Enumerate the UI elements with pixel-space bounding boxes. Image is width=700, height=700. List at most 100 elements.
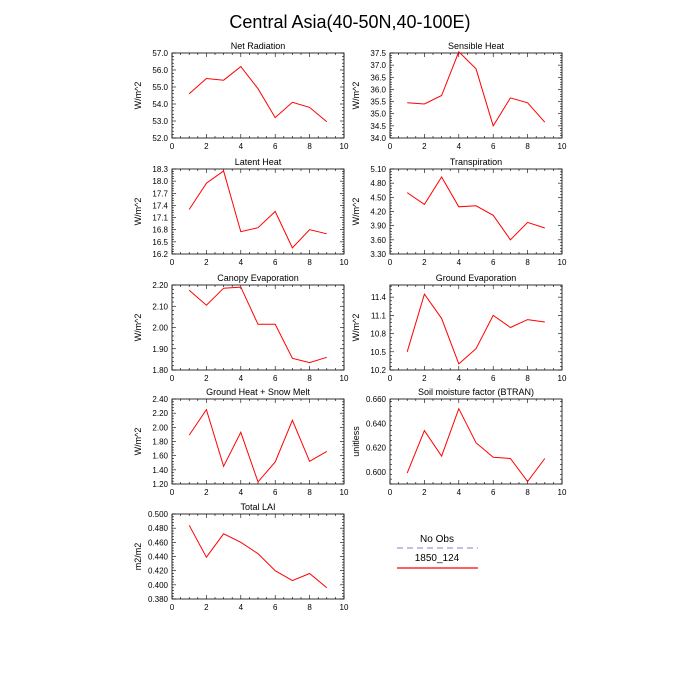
y-tick-label: 17.1: [152, 214, 168, 223]
panel-transpiration: Transpiration 0 2 4 6 8 10 3.30 3.60 3.90 4.20 4.50…: [351, 157, 567, 267]
x-tick-label: 0: [388, 374, 393, 383]
x-tick-label: 2: [204, 374, 209, 383]
legend-label-1850-124: 1850_124: [415, 553, 460, 564]
y-tick-label: 0.440: [148, 553, 169, 562]
y-tick-label: 2.20: [152, 409, 168, 418]
x-tick-label: 0: [170, 142, 175, 151]
y-tick-label: 16.8: [152, 226, 168, 235]
y-tick-label: 1.80: [152, 366, 168, 375]
x-tick-label: 4: [457, 374, 462, 383]
x-tick-label: 8: [525, 258, 530, 267]
x-tick-label: 2: [204, 603, 209, 612]
x-tick-label: 0: [388, 142, 393, 151]
y-tick-label: 4.80: [370, 179, 386, 188]
y-axis-label: unitless: [351, 426, 361, 457]
y-tick-label: 3.60: [370, 236, 386, 245]
plot-frame: [171, 52, 345, 139]
x-tick-label: 4: [457, 258, 462, 267]
y-tick-label: 1.60: [152, 452, 168, 461]
x-tick-label: 4: [239, 374, 244, 383]
plot-frame: [171, 398, 345, 485]
y-tick-label: 16.5: [152, 238, 168, 247]
panel-title: Ground Heat + Snow Melt: [206, 387, 310, 397]
y-tick-label: 2.00: [152, 324, 168, 333]
panel-title: Total LAI: [240, 502, 275, 512]
x-tick-label: 8: [307, 258, 312, 267]
series-line-1850-124: [407, 50, 546, 128]
y-tick-label: 35.0: [370, 110, 386, 119]
x-tick-label: 10: [340, 488, 349, 497]
y-axis-label: W/m^2: [133, 198, 143, 226]
y-tick-label: 0.380: [148, 595, 169, 604]
y-tick-label: 35.5: [370, 98, 386, 107]
x-tick-label: 2: [422, 374, 427, 383]
x-tick-label: 8: [307, 374, 312, 383]
x-tick-label: 6: [491, 142, 496, 151]
y-tick-label: 0.400: [148, 581, 169, 590]
panel-soil-moisture-factor-btran: Soil moisture factor (BTRAN) 0 2 4 6 8 10 0.600…: [351, 387, 567, 497]
series-line-1850-124: [188, 408, 328, 483]
y-tick-label: 0.500: [148, 510, 169, 519]
y-tick-label: 56.0: [152, 66, 168, 75]
panel-title: Canopy Evaporation: [217, 273, 299, 283]
y-axis-label: W/m^2: [133, 82, 143, 110]
y-tick-label: 37.5: [370, 49, 386, 58]
panel-title: Sensible Heat: [448, 41, 505, 51]
series-line-1850-124: [406, 176, 545, 241]
y-tick-label: 0.480: [148, 524, 169, 533]
x-tick-label: 6: [491, 258, 496, 267]
x-tick-label: 6: [273, 258, 278, 267]
x-tick-label: 4: [239, 603, 244, 612]
y-tick-label: 5.10: [370, 165, 386, 174]
y-axis-label: W/m^2: [351, 82, 361, 110]
plot-frame: [389, 52, 563, 139]
y-tick-label: 2.00: [152, 423, 168, 432]
series-line-1850-124: [406, 407, 546, 483]
x-tick-label: 0: [388, 258, 393, 267]
panel-title: Ground Evaporation: [436, 273, 517, 283]
y-tick-label: 16.2: [152, 250, 168, 259]
y-tick-label: 2.20: [152, 281, 168, 290]
x-tick-label: 6: [491, 374, 496, 383]
panel-title: Latent Heat: [235, 157, 282, 167]
x-tick-label: 4: [239, 258, 244, 267]
plot-frame: [389, 168, 563, 255]
x-tick-label: 0: [170, 488, 175, 497]
x-tick-label: 6: [273, 488, 278, 497]
y-tick-label: 2.10: [152, 302, 168, 311]
series-line-1850-124: [188, 286, 327, 364]
x-tick-label: 4: [457, 488, 462, 497]
panel-canopy-evaporation: Canopy Evaporation 0 2 4 6 8 10 1.80 1.90 2.00 2.1…: [133, 273, 349, 383]
y-tick-label: 0.620: [366, 444, 387, 453]
y-tick-label: 0.660: [366, 395, 387, 404]
x-tick-label: 4: [239, 142, 244, 151]
y-tick-label: 37.0: [370, 61, 386, 70]
series-line-1850-124: [188, 65, 328, 123]
x-tick-label: 0: [170, 374, 175, 383]
y-tick-label: 0.640: [366, 419, 387, 428]
x-tick-label: 6: [491, 488, 496, 497]
y-axis-label: W/m^2: [133, 428, 143, 456]
panel-ground-heat-snow-melt: Ground Heat + Snow Melt 0 2 4 6 8 10 1.20 1.40 1.…: [133, 387, 349, 497]
panel-ground-evaporation: Ground Evaporation 0 2 4 6 8 10 10.2 10.5 10.8 11.…: [351, 273, 567, 383]
x-tick-label: 10: [340, 142, 349, 151]
panel-sensible-heat: Sensible Heat 0 2 4 6 8 10 34.0 34.5 35.0 35.5 36.0…: [351, 41, 567, 151]
y-tick-label: 17.7: [152, 189, 168, 198]
y-tick-label: 18.3: [152, 165, 168, 174]
panel-total-lai: Total LAI 0 2 4 6 8 10 0.380 0.400 0.420 0.440 0.46…: [133, 502, 349, 612]
y-tick-label: 11.1: [371, 311, 387, 320]
x-tick-label: 2: [204, 142, 209, 151]
figure-title: Central Asia(40-50N,40-100E): [229, 12, 470, 32]
x-tick-label: 10: [340, 258, 349, 267]
y-tick-label: 4.50: [370, 193, 386, 202]
y-tick-label: 34.0: [370, 134, 386, 143]
x-tick-label: 2: [204, 488, 209, 497]
series-line-1850-124: [188, 170, 327, 249]
y-tick-label: 3.90: [370, 222, 386, 231]
plot-frame: [389, 398, 563, 485]
x-tick-label: 8: [307, 142, 312, 151]
y-tick-label: 4.20: [370, 208, 386, 217]
x-tick-label: 2: [422, 488, 427, 497]
y-tick-label: 36.5: [370, 73, 386, 82]
x-tick-label: 2: [204, 258, 209, 267]
